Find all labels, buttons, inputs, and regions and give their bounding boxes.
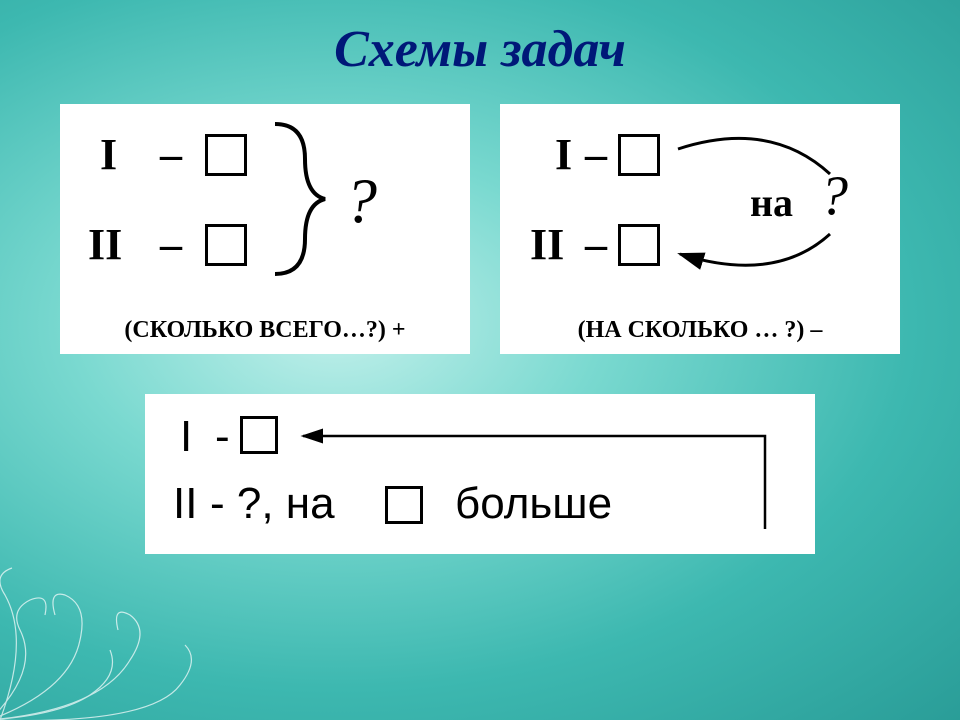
dash-2a: – [585,129,607,180]
schema-panel-diff: I – II – на ? (НА СКОЛЬКО … ?) – [500,104,900,354]
box-3a [240,416,278,454]
box-1b [205,224,247,266]
box-2a [618,134,660,176]
dash-3a: - [215,412,230,462]
dash-1a: – [160,129,182,180]
roman-2a: I [555,129,572,180]
dash-2b: – [585,219,607,270]
schema-panel-more: I - II - ?, на больше [145,394,815,554]
schema-panel-sum: I – II – ? (СКОЛЬКО ВСЕГО…?) + [60,104,470,354]
page-title: Схемы задач [0,0,960,104]
suffix-3b: больше [455,479,612,529]
caption-1: (СКОЛЬКО ВСЕГО…?) + [60,317,470,344]
roman-3b: II [173,479,197,529]
dash-1b: – [160,219,182,270]
qmark-2: ? [820,164,848,228]
box-2b [618,224,660,266]
roman-1a: I [100,129,117,180]
roman-1b: II [88,219,122,270]
roman-2b: II [530,219,564,270]
top-row: I – II – ? (СКОЛЬКО ВСЕГО…?) + I – II – … [0,104,960,354]
annot-na: на [750,179,793,226]
qmark-1: ? [345,164,377,238]
prefix-3b: - ?, на [210,479,335,529]
box-1a [205,134,247,176]
caption-2: (НА СКОЛЬКО … ?) – [500,317,900,344]
roman-3a: I [180,412,192,462]
box-3b [385,486,423,524]
